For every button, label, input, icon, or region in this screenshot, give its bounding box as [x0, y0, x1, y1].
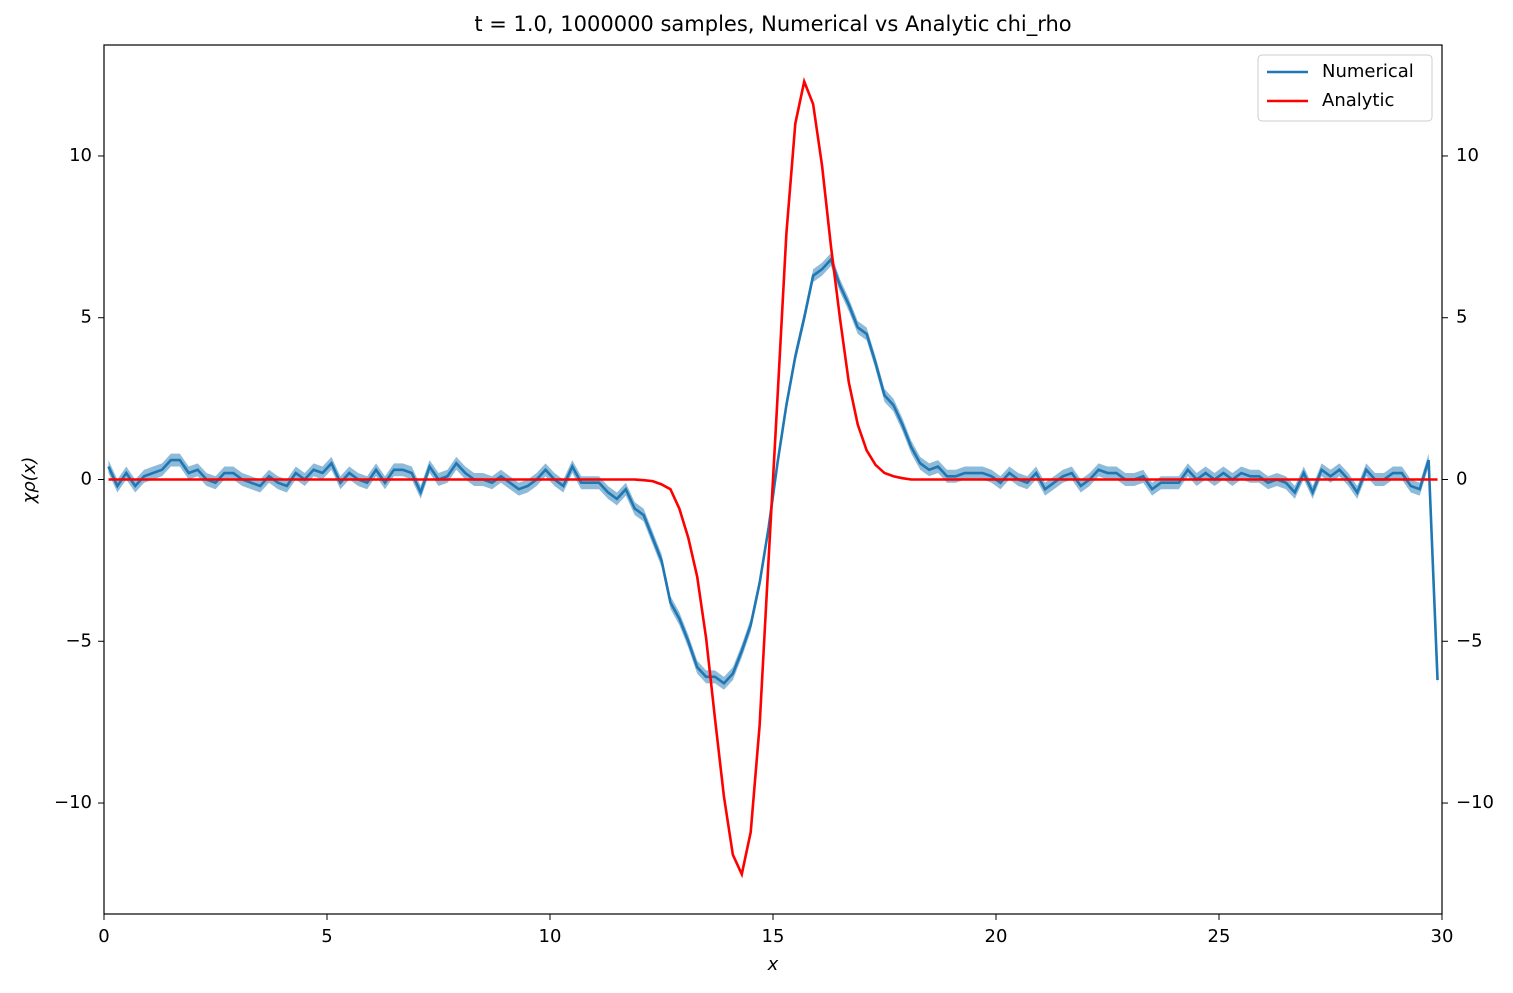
x-tick-label: 5: [321, 926, 332, 947]
x-tick-label: 25: [1208, 926, 1231, 947]
y2-tick-label: 10: [1456, 145, 1479, 166]
legend-label: Analytic: [1322, 90, 1394, 111]
y-tick-label: −10: [54, 792, 92, 813]
y2-tick-label: −5: [1456, 630, 1483, 651]
chart-title: t = 1.0, 1000000 samples, Numerical vs A…: [474, 12, 1071, 37]
x-tick-label: 30: [1431, 926, 1454, 947]
plot-frame: [103, 44, 1443, 915]
x-tick-label: 15: [762, 926, 785, 947]
y2-tick-label: 0: [1456, 469, 1467, 490]
y-tick-label: 0: [81, 469, 92, 490]
data-line: [108, 77, 1438, 879]
y-axis-label: χρ(x): [19, 457, 40, 505]
x-tick-label: 20: [985, 926, 1008, 947]
y-tick-label: 5: [81, 307, 92, 328]
y2-tick-label: 5: [1456, 307, 1467, 328]
x-axis-label: x: [767, 954, 779, 975]
y2-tick-label: −10: [1456, 792, 1494, 813]
x-tick-label: 0: [98, 926, 109, 947]
y-tick-label: −5: [65, 630, 92, 651]
y-tick-label: 10: [69, 145, 92, 166]
x-tick-label: 10: [539, 926, 562, 947]
legend-label: Numerical: [1322, 61, 1414, 82]
